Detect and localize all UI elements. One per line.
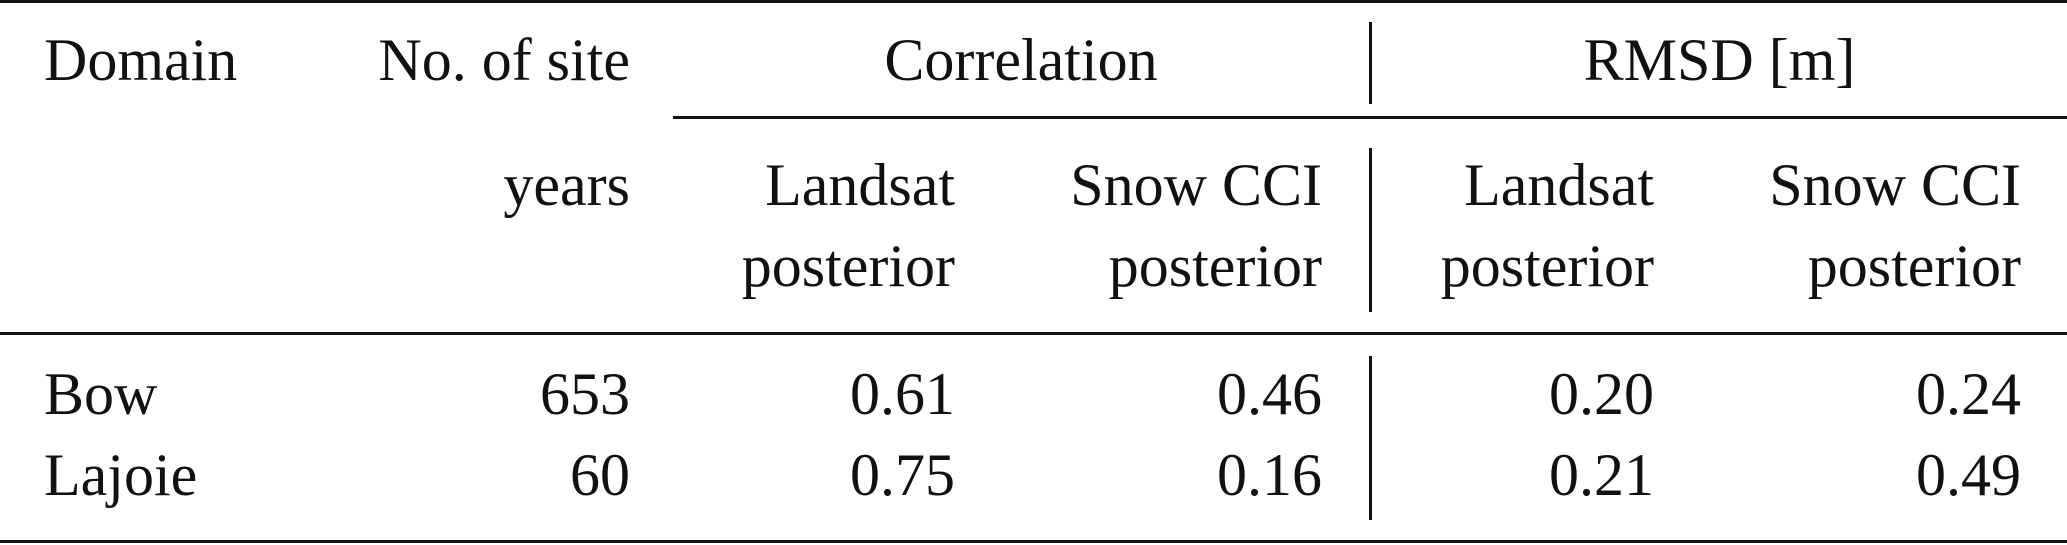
header-domain: Domain	[44, 27, 238, 93]
top-rule	[0, 0, 2067, 3]
header-rmsd-landsat: Landsat	[1464, 152, 1654, 218]
table-row-rmsd-landsat: 0.21	[1549, 442, 1654, 508]
table-row-corr-snowcci: 0.16	[1217, 442, 1322, 508]
table-row-corr-snowcci: 0.46	[1217, 361, 1322, 427]
header-no-of-site: No. of site	[378, 27, 630, 93]
group-separator-header	[1369, 148, 1372, 312]
group-separator-body	[1369, 356, 1372, 520]
header-rmsd: RMSD [m]	[1583, 27, 1856, 93]
table-row-corr-landsat: 0.61	[850, 361, 955, 427]
header-rmsd-landsat-posterior: posterior	[1440, 233, 1654, 299]
table-row-domain: Bow	[44, 361, 158, 427]
header-years: years	[503, 152, 630, 218]
table-row-rmsd-snowcci: 0.24	[1916, 361, 2021, 427]
bottom-rule	[0, 540, 2067, 543]
header-corr-landsat: Landsat	[765, 152, 955, 218]
table-row-rmsd-landsat: 0.20	[1549, 361, 1654, 427]
table-row-site-years: 653	[540, 361, 630, 427]
header-bottom-rule	[0, 332, 2067, 335]
header-corr-landsat-posterior: posterior	[741, 233, 955, 299]
header-correlation: Correlation	[884, 27, 1158, 93]
correlation-rmsd-cmidrule	[673, 116, 2067, 119]
table-row-site-years: 60	[570, 442, 630, 508]
header-corr-snowcci: Snow CCI	[1070, 152, 1322, 218]
table-row-rmsd-snowcci: 0.49	[1916, 442, 2021, 508]
header-rmsd-snowcci-posterior: posterior	[1807, 233, 2021, 299]
header-corr-snowcci-posterior: posterior	[1108, 233, 1322, 299]
table-row-corr-landsat: 0.75	[850, 442, 955, 508]
header-rmsd-snowcci: Snow CCI	[1769, 152, 2021, 218]
group-separator-top	[1369, 22, 1372, 104]
table-row-domain: Lajoie	[44, 442, 198, 508]
